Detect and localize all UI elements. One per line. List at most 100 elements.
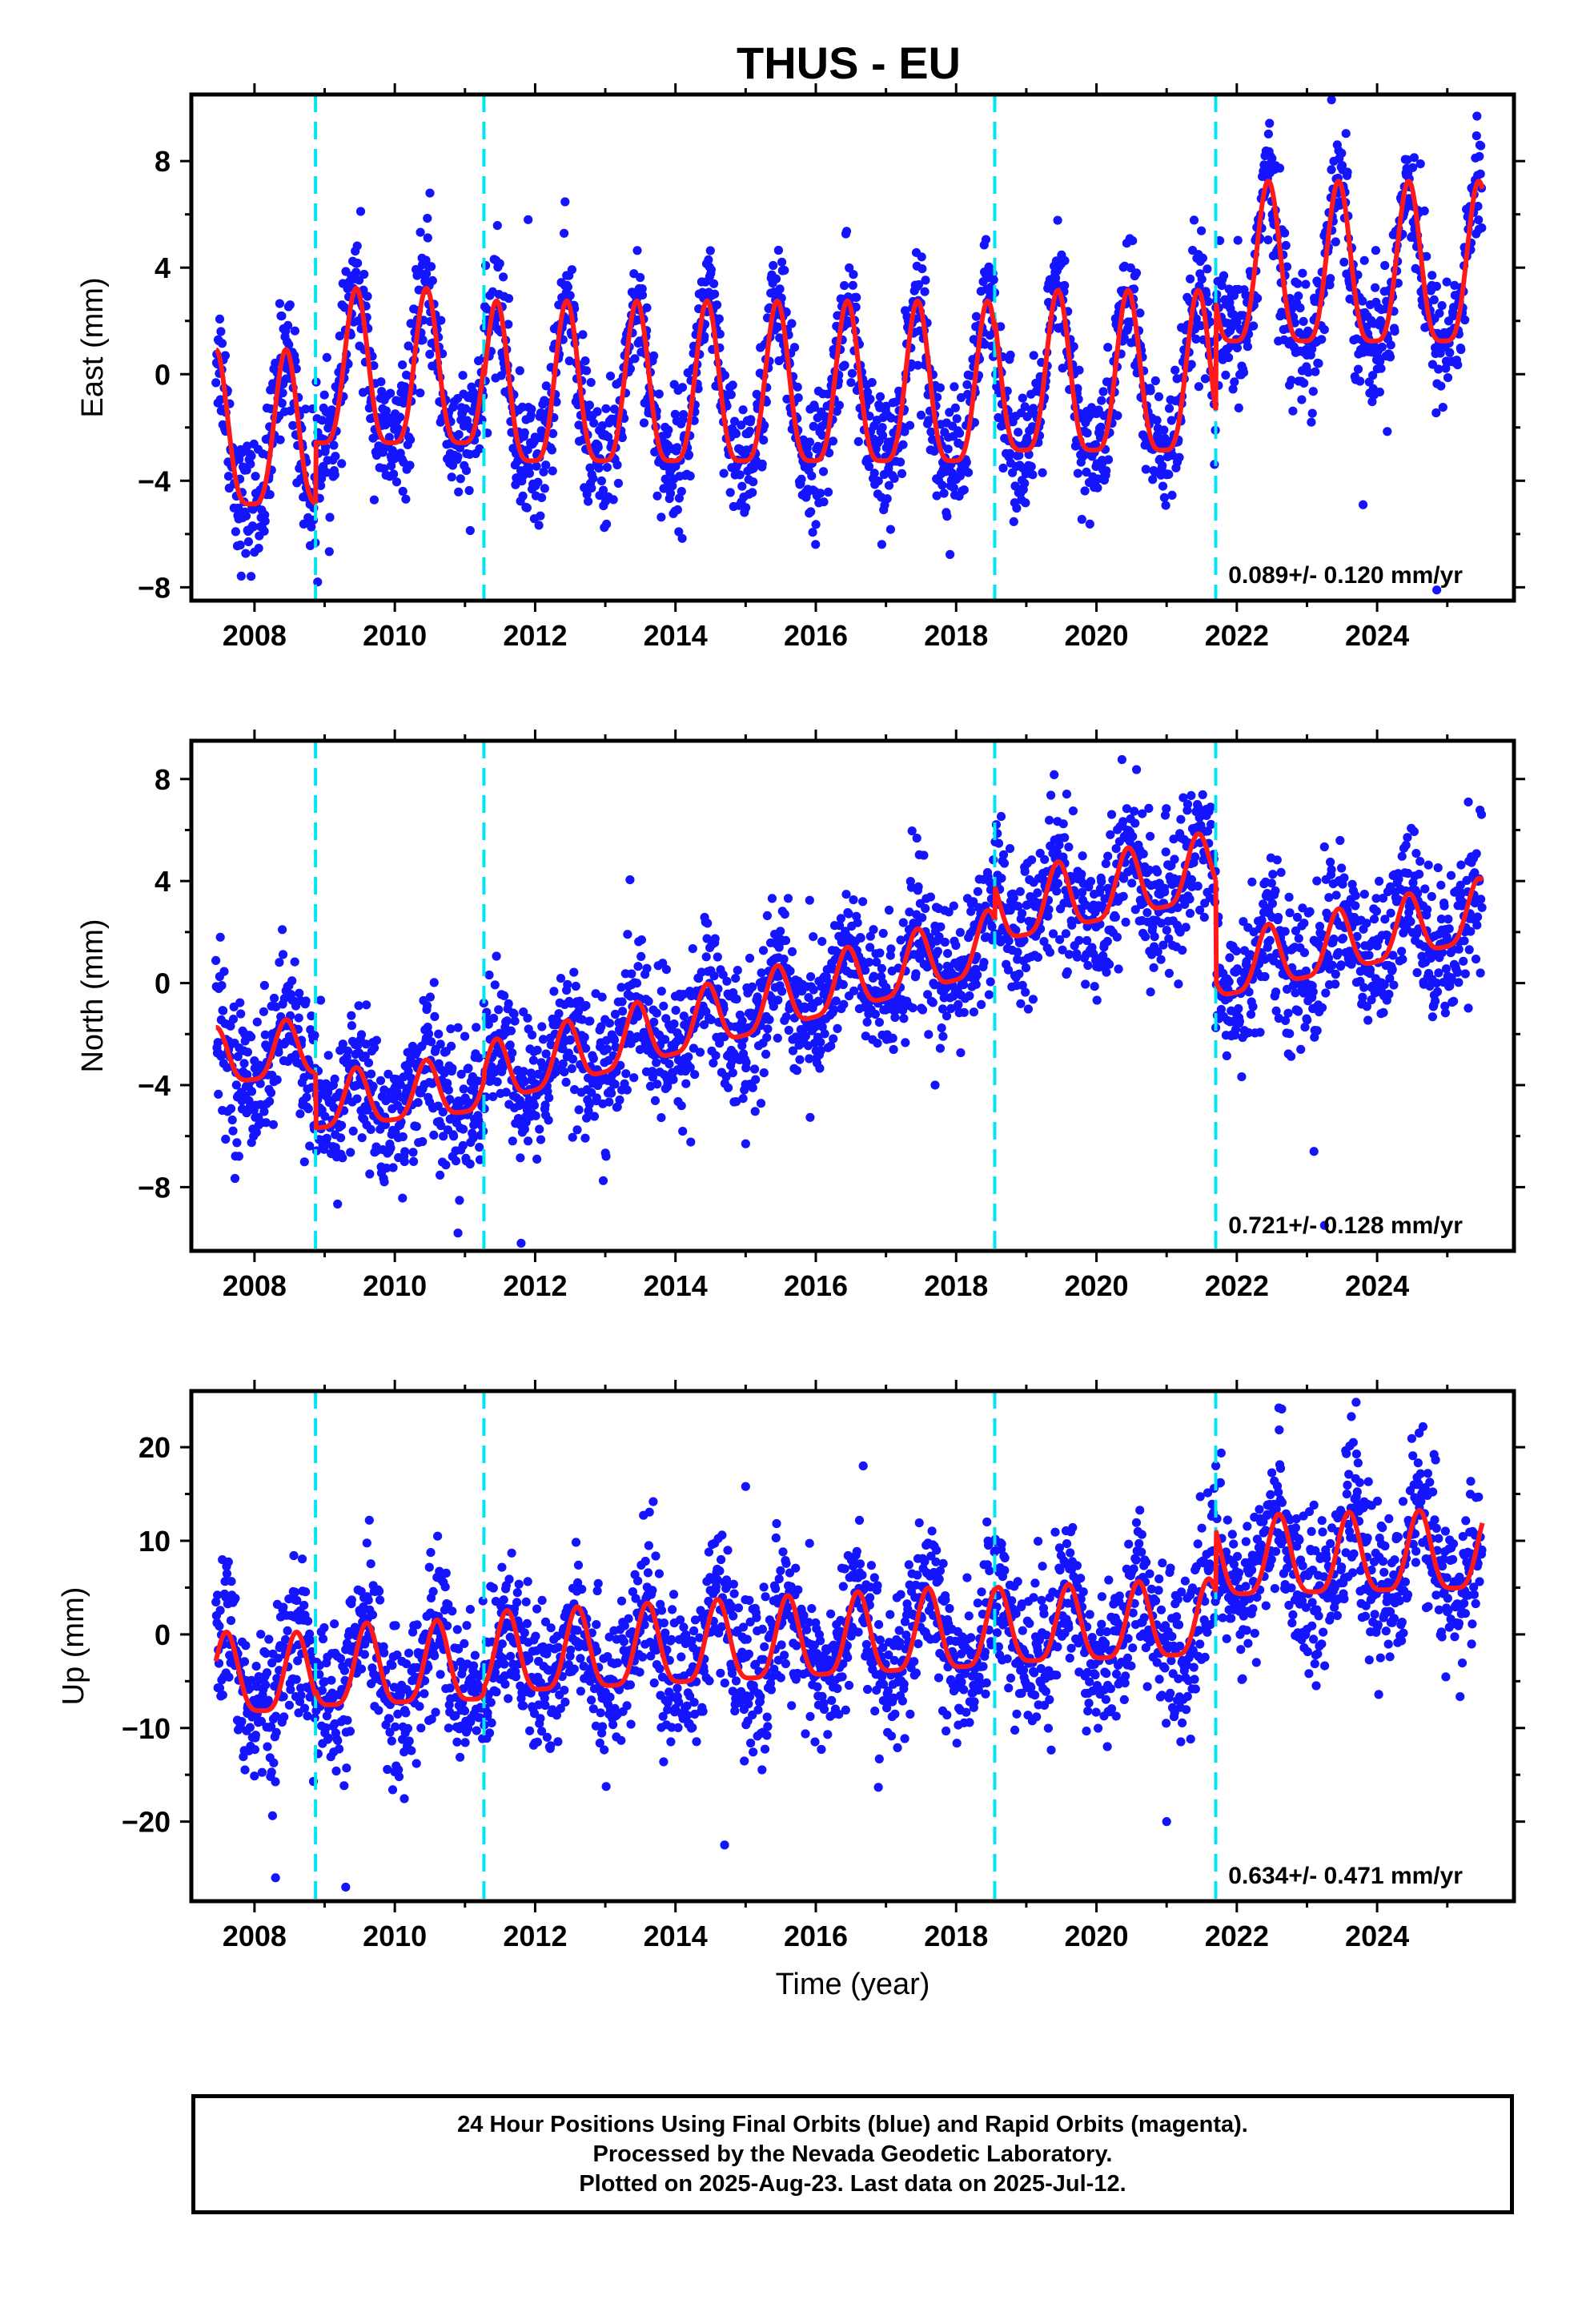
data-point [1314,359,1323,368]
data-point [1185,908,1195,919]
data-point [560,197,570,207]
data-point [547,445,557,455]
data-point [278,925,287,935]
data-point [217,339,227,348]
data-point [728,380,737,390]
data-point [926,427,936,436]
data-point [917,264,927,274]
data-point [601,1152,611,1161]
data-point [1100,894,1110,903]
data-point [451,1156,461,1166]
data-point [277,312,287,321]
data-point [526,1068,536,1078]
data-point [773,245,784,255]
data-point [1267,899,1277,908]
data-point [1337,148,1347,158]
data-point [1146,987,1155,997]
data-point [520,1124,530,1134]
data-point [732,995,741,1004]
data-point [731,428,741,439]
data-point [674,493,685,503]
data-point [540,1100,550,1110]
data-point [605,372,616,381]
data-point [873,1039,882,1048]
data-point [1253,293,1263,304]
data-point [886,413,896,423]
data-point [351,1080,361,1090]
data-point [973,970,982,979]
data-point [247,1032,256,1042]
data-point [774,943,784,952]
data-point [484,1019,493,1029]
data-point [408,1148,418,1157]
data-point [833,1023,842,1033]
data-point [317,473,327,484]
data-point [1230,377,1239,387]
data-point [1018,909,1027,919]
data-point [905,907,914,917]
data-point [1246,1010,1256,1019]
data-point [540,484,550,493]
data-point [820,1029,829,1039]
data-point [1312,1026,1322,1035]
data-point [920,287,930,296]
data-point [654,389,664,399]
data-point [363,292,372,301]
data-point [823,487,833,497]
data-point [792,1066,802,1076]
data-point [1327,865,1336,875]
data-point [536,426,546,436]
data-point [1105,959,1114,969]
data-point [1227,1016,1237,1027]
east-panel: 2008 2010 2012 2014 2016 2018 2020 2022 2024−8−4… [76,83,1525,652]
data-point [807,471,817,480]
data-point [1305,907,1315,916]
data-point [668,481,677,491]
data-point [290,957,299,967]
data-point [679,409,689,420]
data-point [885,525,895,534]
data-point [423,1001,432,1011]
data-point [1019,935,1029,945]
data-point [1303,1015,1312,1025]
data-point [612,1102,622,1112]
data-point [378,448,387,457]
data-point [1186,274,1195,283]
data-point [700,332,709,341]
data-point [1046,790,1056,800]
data-point [1285,908,1295,918]
data-point [532,1154,542,1164]
data-point [1160,810,1170,820]
data-point [781,1012,791,1022]
data-point [549,987,559,996]
data-point [369,495,379,505]
data-point [594,464,604,473]
data-point [488,1092,498,1101]
data-point [1408,163,1418,172]
data-point [656,987,666,996]
data-point [748,1083,757,1092]
data-point [226,1104,236,1113]
x-tick-label: 2022 [1205,619,1269,652]
data-point [1371,246,1380,255]
data-point [221,1134,231,1144]
data-point [246,459,255,469]
data-point [630,354,640,364]
data-point [1422,251,1431,261]
data-point [1445,348,1455,357]
data-point [1291,926,1301,935]
data-point [592,407,602,416]
data-point [436,1039,445,1049]
data-point [710,289,720,299]
data-point [239,1059,249,1068]
data-point [1178,793,1188,802]
data-point [1018,393,1027,403]
data-point [1060,833,1070,842]
data-point [711,1051,721,1060]
data-point [1052,279,1062,289]
data-point [937,1023,946,1033]
data-point [468,1133,478,1143]
data-point [1376,364,1386,373]
data-point [969,1007,978,1017]
data-point [726,390,736,400]
